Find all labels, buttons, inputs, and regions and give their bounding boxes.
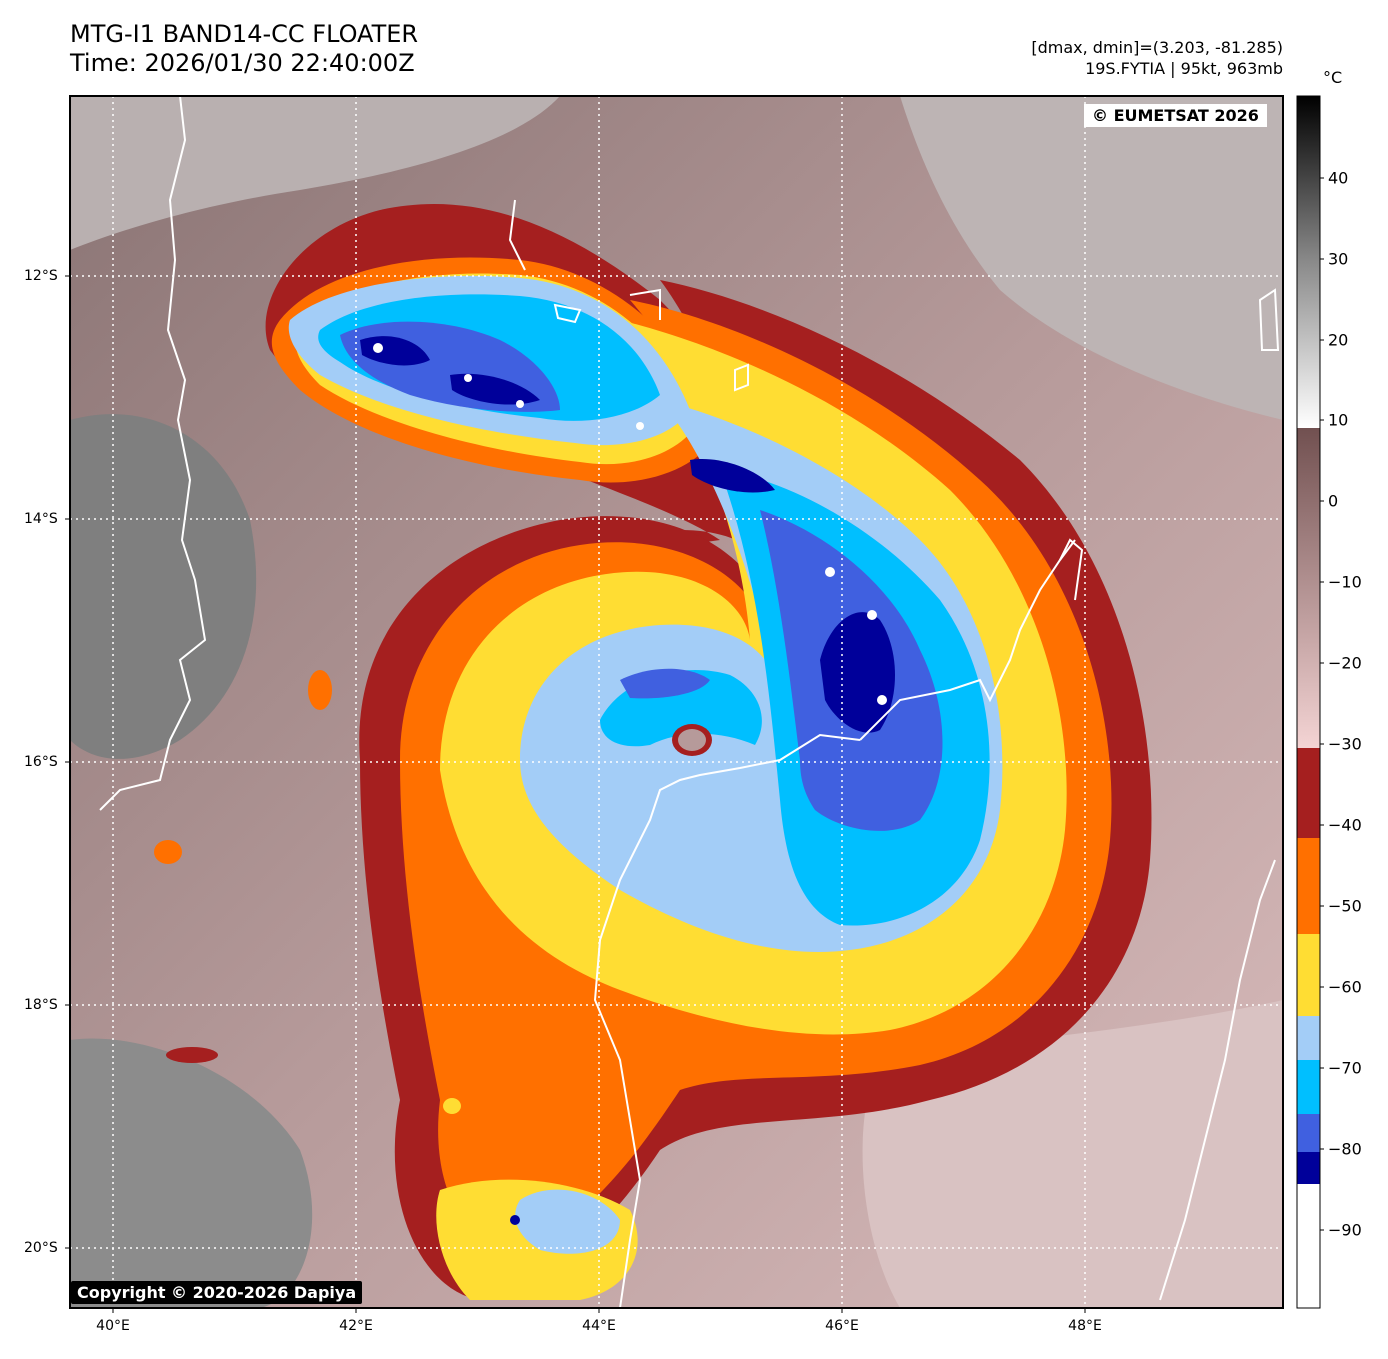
lon-label-40e: 40°E — [96, 1318, 130, 1334]
cyclone-cloud-shield — [154, 204, 1152, 1300]
storm-info: [dmax, dmin]=(3.203, -81.285) 19S.FYTIA … — [1031, 37, 1283, 79]
gray-north — [70, 96, 560, 250]
info-line-2: 19S.FYTIA | 95kt, 963mb — [1085, 59, 1283, 78]
lat-label-20s: 20°S — [24, 1240, 58, 1256]
title-line-1: MTG-I1 BAND14-CC FLOATER — [70, 20, 419, 48]
colorbar-label: −60 — [1328, 977, 1362, 997]
lon-label-48e: 48°E — [1068, 1318, 1102, 1334]
axis-ticks — [65, 275, 1086, 1313]
colorbar-label: 0 — [1328, 491, 1339, 511]
eumetsat-credit: © EUMETSAT 2026 — [1084, 104, 1267, 127]
figure-title: MTG-I1 BAND14-CC FLOATER Time: 2026/01/3… — [70, 20, 418, 78]
gray-southwest — [70, 1038, 313, 1308]
lat-label-16s: 16°S — [24, 754, 58, 770]
colorbar — [1296, 95, 1324, 1309]
colorbar-label: 40 — [1328, 168, 1349, 188]
graticule — [70, 96, 1283, 1308]
coastlines — [99, 96, 1280, 1308]
lon-label-42e: 42°E — [339, 1318, 373, 1334]
colorbar-label: −30 — [1328, 734, 1362, 754]
lon-label-46e: 46°E — [825, 1318, 859, 1334]
colorbar-label: 20 — [1328, 330, 1349, 350]
colorbar-label: 30 — [1328, 249, 1349, 269]
info-line-1: [dmax, dmin]=(3.203, -81.285) — [1031, 38, 1283, 57]
colorbar-label: −70 — [1328, 1058, 1362, 1078]
lon-label-44e: 44°E — [582, 1318, 616, 1334]
colorbar-unit: °C — [1323, 68, 1343, 87]
lat-label-12s: 12°S — [24, 268, 58, 284]
colorbar-label: 10 — [1328, 410, 1349, 430]
lat-label-18s: 18°S — [24, 997, 58, 1013]
gray-land-west — [70, 414, 257, 759]
title-line-2: Time: 2026/01/30 22:40:00Z — [70, 49, 415, 77]
colorbar-label: −50 — [1328, 896, 1362, 916]
gray-northeast — [900, 96, 1283, 420]
dapiya-credit: Copyright © 2020-2026 Dapiya — [71, 1281, 363, 1304]
imagery-layer — [70, 96, 1283, 1308]
colorbar-label: −10 — [1328, 572, 1362, 592]
colorbar-label: −80 — [1328, 1139, 1362, 1159]
map-frame — [69, 95, 1284, 1309]
colorbar-label: −90 — [1328, 1220, 1362, 1240]
colorbar-label: −40 — [1328, 815, 1362, 835]
colorbar-label: −20 — [1328, 653, 1362, 673]
lat-label-14s: 14°S — [24, 511, 58, 527]
